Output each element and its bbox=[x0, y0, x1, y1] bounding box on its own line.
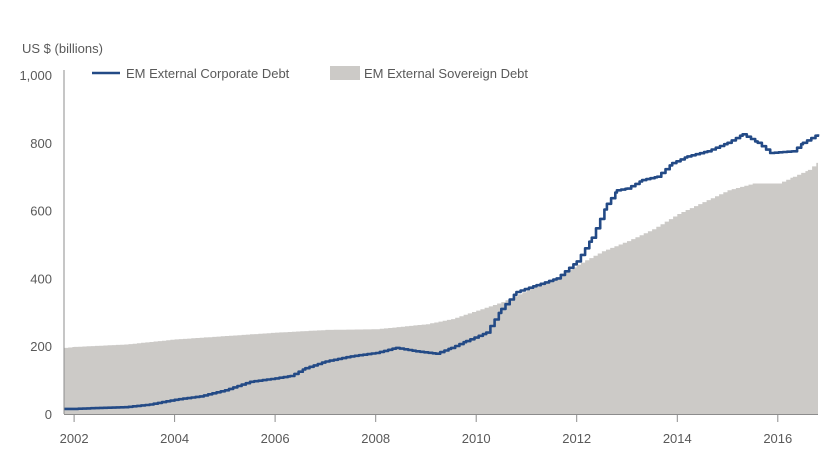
legend-label-corporate: EM External Corporate Debt bbox=[126, 66, 290, 81]
x-tick-label: 2008 bbox=[361, 431, 390, 446]
y-tick-label: 1,000 bbox=[19, 68, 52, 83]
x-tick-label: 2012 bbox=[562, 431, 591, 446]
x-tick-label: 2002 bbox=[60, 431, 89, 446]
plot-area bbox=[64, 133, 820, 414]
x-tick-label: 2010 bbox=[462, 431, 491, 446]
x-tick-label: 2016 bbox=[763, 431, 792, 446]
x-tick-label: 2004 bbox=[160, 431, 189, 446]
axes: 0 200 400 600 800 1,000 2002 2004 2006 2008 2010 20… bbox=[19, 68, 818, 446]
x-tick-label: 2014 bbox=[663, 431, 692, 446]
legend-label-sovereign: EM External Sovereign Debt bbox=[364, 66, 528, 81]
y-tick-label: 600 bbox=[30, 204, 52, 219]
corporate-debt-line bbox=[64, 133, 820, 411]
y-tick-label: 400 bbox=[30, 271, 52, 286]
y-axis-title: US $ (billions) bbox=[22, 41, 103, 56]
y-tick-label: 800 bbox=[30, 136, 52, 151]
y-tick-label: 0 bbox=[45, 407, 52, 422]
x-tick-label: 2006 bbox=[261, 431, 290, 446]
y-tick-label: 200 bbox=[30, 339, 52, 354]
legend-swatch-sovereign bbox=[330, 66, 360, 80]
sovereign-debt-area bbox=[64, 161, 818, 414]
legend: EM External Corporate Debt EM External S… bbox=[92, 66, 528, 81]
